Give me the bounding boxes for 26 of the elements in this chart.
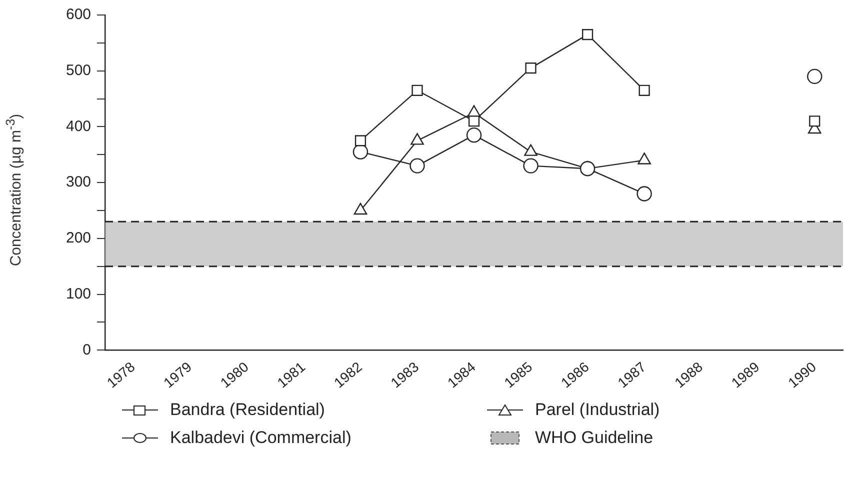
point xyxy=(638,84,650,96)
point xyxy=(410,158,425,174)
point xyxy=(809,116,820,127)
point xyxy=(468,116,480,127)
point xyxy=(410,133,424,145)
y-tick-label: 300 xyxy=(66,174,92,191)
point xyxy=(412,84,423,96)
y-tick-label: 0 xyxy=(82,341,92,358)
legend-label: Kalbadevi (Commercial) xyxy=(170,428,352,448)
y-tick-label: 200 xyxy=(66,230,92,247)
point xyxy=(523,158,538,174)
point xyxy=(582,29,594,40)
y-tick-label: 500 xyxy=(66,62,92,79)
y-tick-label: 400 xyxy=(66,118,92,135)
point xyxy=(636,186,652,202)
legend-label: WHO Guideline xyxy=(535,428,654,448)
point xyxy=(354,202,368,215)
point xyxy=(638,152,651,164)
point xyxy=(354,135,366,146)
legend-label: Bandra (Residential) xyxy=(170,400,325,420)
point xyxy=(524,144,538,156)
y-tick-label: 100 xyxy=(66,285,92,302)
legend-label: Parel (Industrial) xyxy=(535,400,660,420)
point xyxy=(525,62,536,74)
point xyxy=(466,127,482,143)
y-tick-label: 600 xyxy=(66,6,92,24)
